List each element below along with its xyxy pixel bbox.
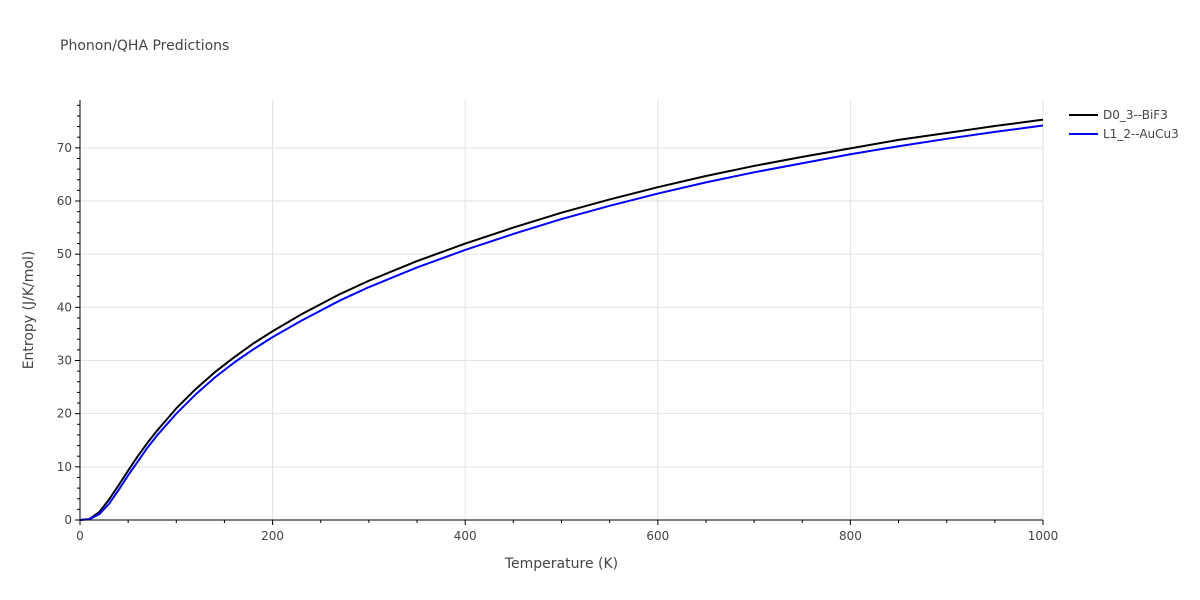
legend-label-1: D0_3--BiF3 [1103,108,1168,122]
x-tick-label: 800 [839,529,862,543]
y-axis-label: Entropy (J/K/mol) [21,251,37,370]
y-tick-label: 60 [57,194,72,208]
legend-label-2: L1_2--AuCu3 [1103,127,1179,141]
y-tick-label: 40 [57,300,72,314]
x-tick-label: 600 [646,529,669,543]
y-tick-label: 50 [57,247,72,261]
tick-labels: 0 200 400 600 800 1000 0 10 20 30 40 50 60 70 [57,141,1059,543]
x-tick-label: 400 [454,529,477,543]
series-line-1 [79,118,1044,521]
series-line-2 [79,124,1044,521]
y-tick-label: 20 [57,407,72,421]
grid-lines [80,100,1044,520]
chart-title: Phonon/QHA Predictions [60,38,229,54]
y-tick-label: 30 [57,354,72,368]
axes [75,100,1044,525]
y-tick-label: 0 [64,513,72,527]
y-tick-label: 10 [57,460,72,474]
x-tick-label: 1000 [1028,529,1059,543]
y-tick-label: 70 [57,141,72,155]
x-tick-label: 0 [76,529,84,543]
legend: D0_3--BiF3 L1_2--AuCu3 [1069,108,1179,141]
series-lines [79,118,1044,521]
x-tick-label: 200 [261,529,284,543]
x-axis-label: Temperature (K) [504,556,618,572]
